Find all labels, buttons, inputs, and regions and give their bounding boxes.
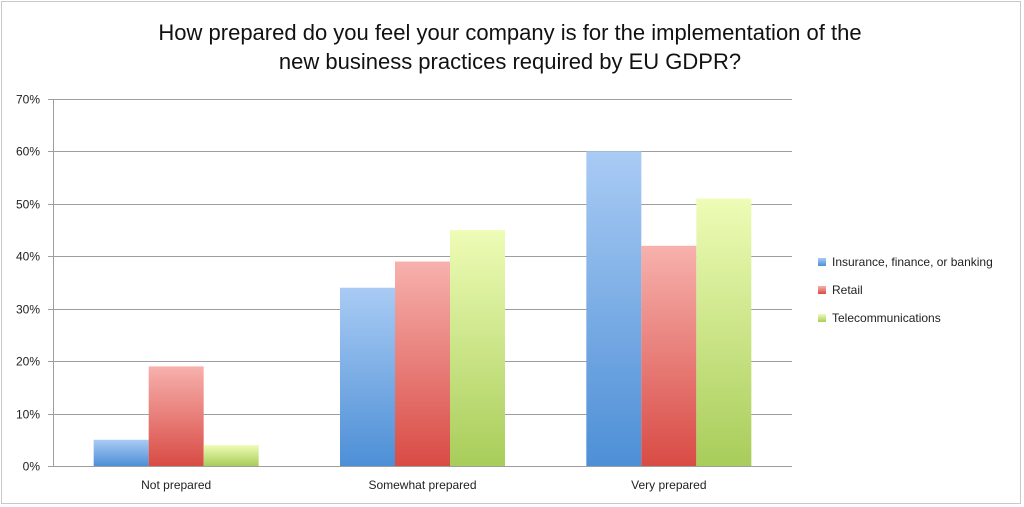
- bar-not-prepared-series-1: [148, 366, 204, 466]
- legend-swatch: [818, 314, 826, 322]
- legend-item: Insurance, finance, or banking: [818, 253, 1018, 271]
- x-tick-label: Somewhat prepared: [368, 478, 476, 492]
- bar-somewhat-prepared-series-1: [395, 261, 450, 466]
- chart-title: How prepared do you feel your company is…: [100, 18, 920, 76]
- legend: Insurance, finance, or banking Retail Tele…: [818, 253, 1018, 337]
- bar-not-prepared-series-2: [203, 445, 259, 466]
- y-tick-label: 60%: [16, 145, 40, 159]
- bar-very-prepared-series-2: [696, 198, 752, 466]
- legend-label: Telecommunications: [832, 311, 941, 325]
- bars: [93, 151, 752, 466]
- y-tick-label: 30%: [16, 303, 40, 317]
- legend-item: Telecommunications: [818, 309, 1018, 327]
- bar-somewhat-prepared-series-0: [340, 287, 395, 466]
- x-tick-label: Very prepared: [631, 478, 706, 492]
- legend-label: Insurance, finance, or banking: [832, 255, 993, 269]
- chart-title-line-1: How prepared do you feel your company is…: [158, 20, 862, 45]
- x-tick-label: Not prepared: [141, 478, 211, 492]
- y-tick-label: 50%: [16, 198, 40, 212]
- legend-swatch: [818, 258, 826, 266]
- bar-not-prepared-series-0: [93, 439, 149, 466]
- y-tick-label: 40%: [16, 250, 40, 264]
- legend-label: Retail: [832, 283, 863, 297]
- y-tick-label: 0%: [23, 460, 41, 474]
- y-tick-label: 70%: [16, 93, 40, 107]
- bar-very-prepared-series-0: [586, 151, 642, 466]
- legend-item: Retail: [818, 281, 1018, 299]
- y-tick-label: 20%: [16, 355, 40, 369]
- y-tick-label: 10%: [16, 408, 40, 422]
- legend-swatch: [818, 286, 826, 294]
- y-axis-ticks: 0% 10% 20% 30% 40% 50% 60% 70%: [16, 93, 40, 474]
- x-axis-labels: Not prepared Somewhat prepared Very prepar…: [141, 478, 706, 492]
- bar-somewhat-prepared-series-2: [450, 230, 505, 466]
- bar-very-prepared-series-1: [641, 245, 697, 466]
- chart-title-line-2: new business practices required by EU GD…: [278, 49, 742, 74]
